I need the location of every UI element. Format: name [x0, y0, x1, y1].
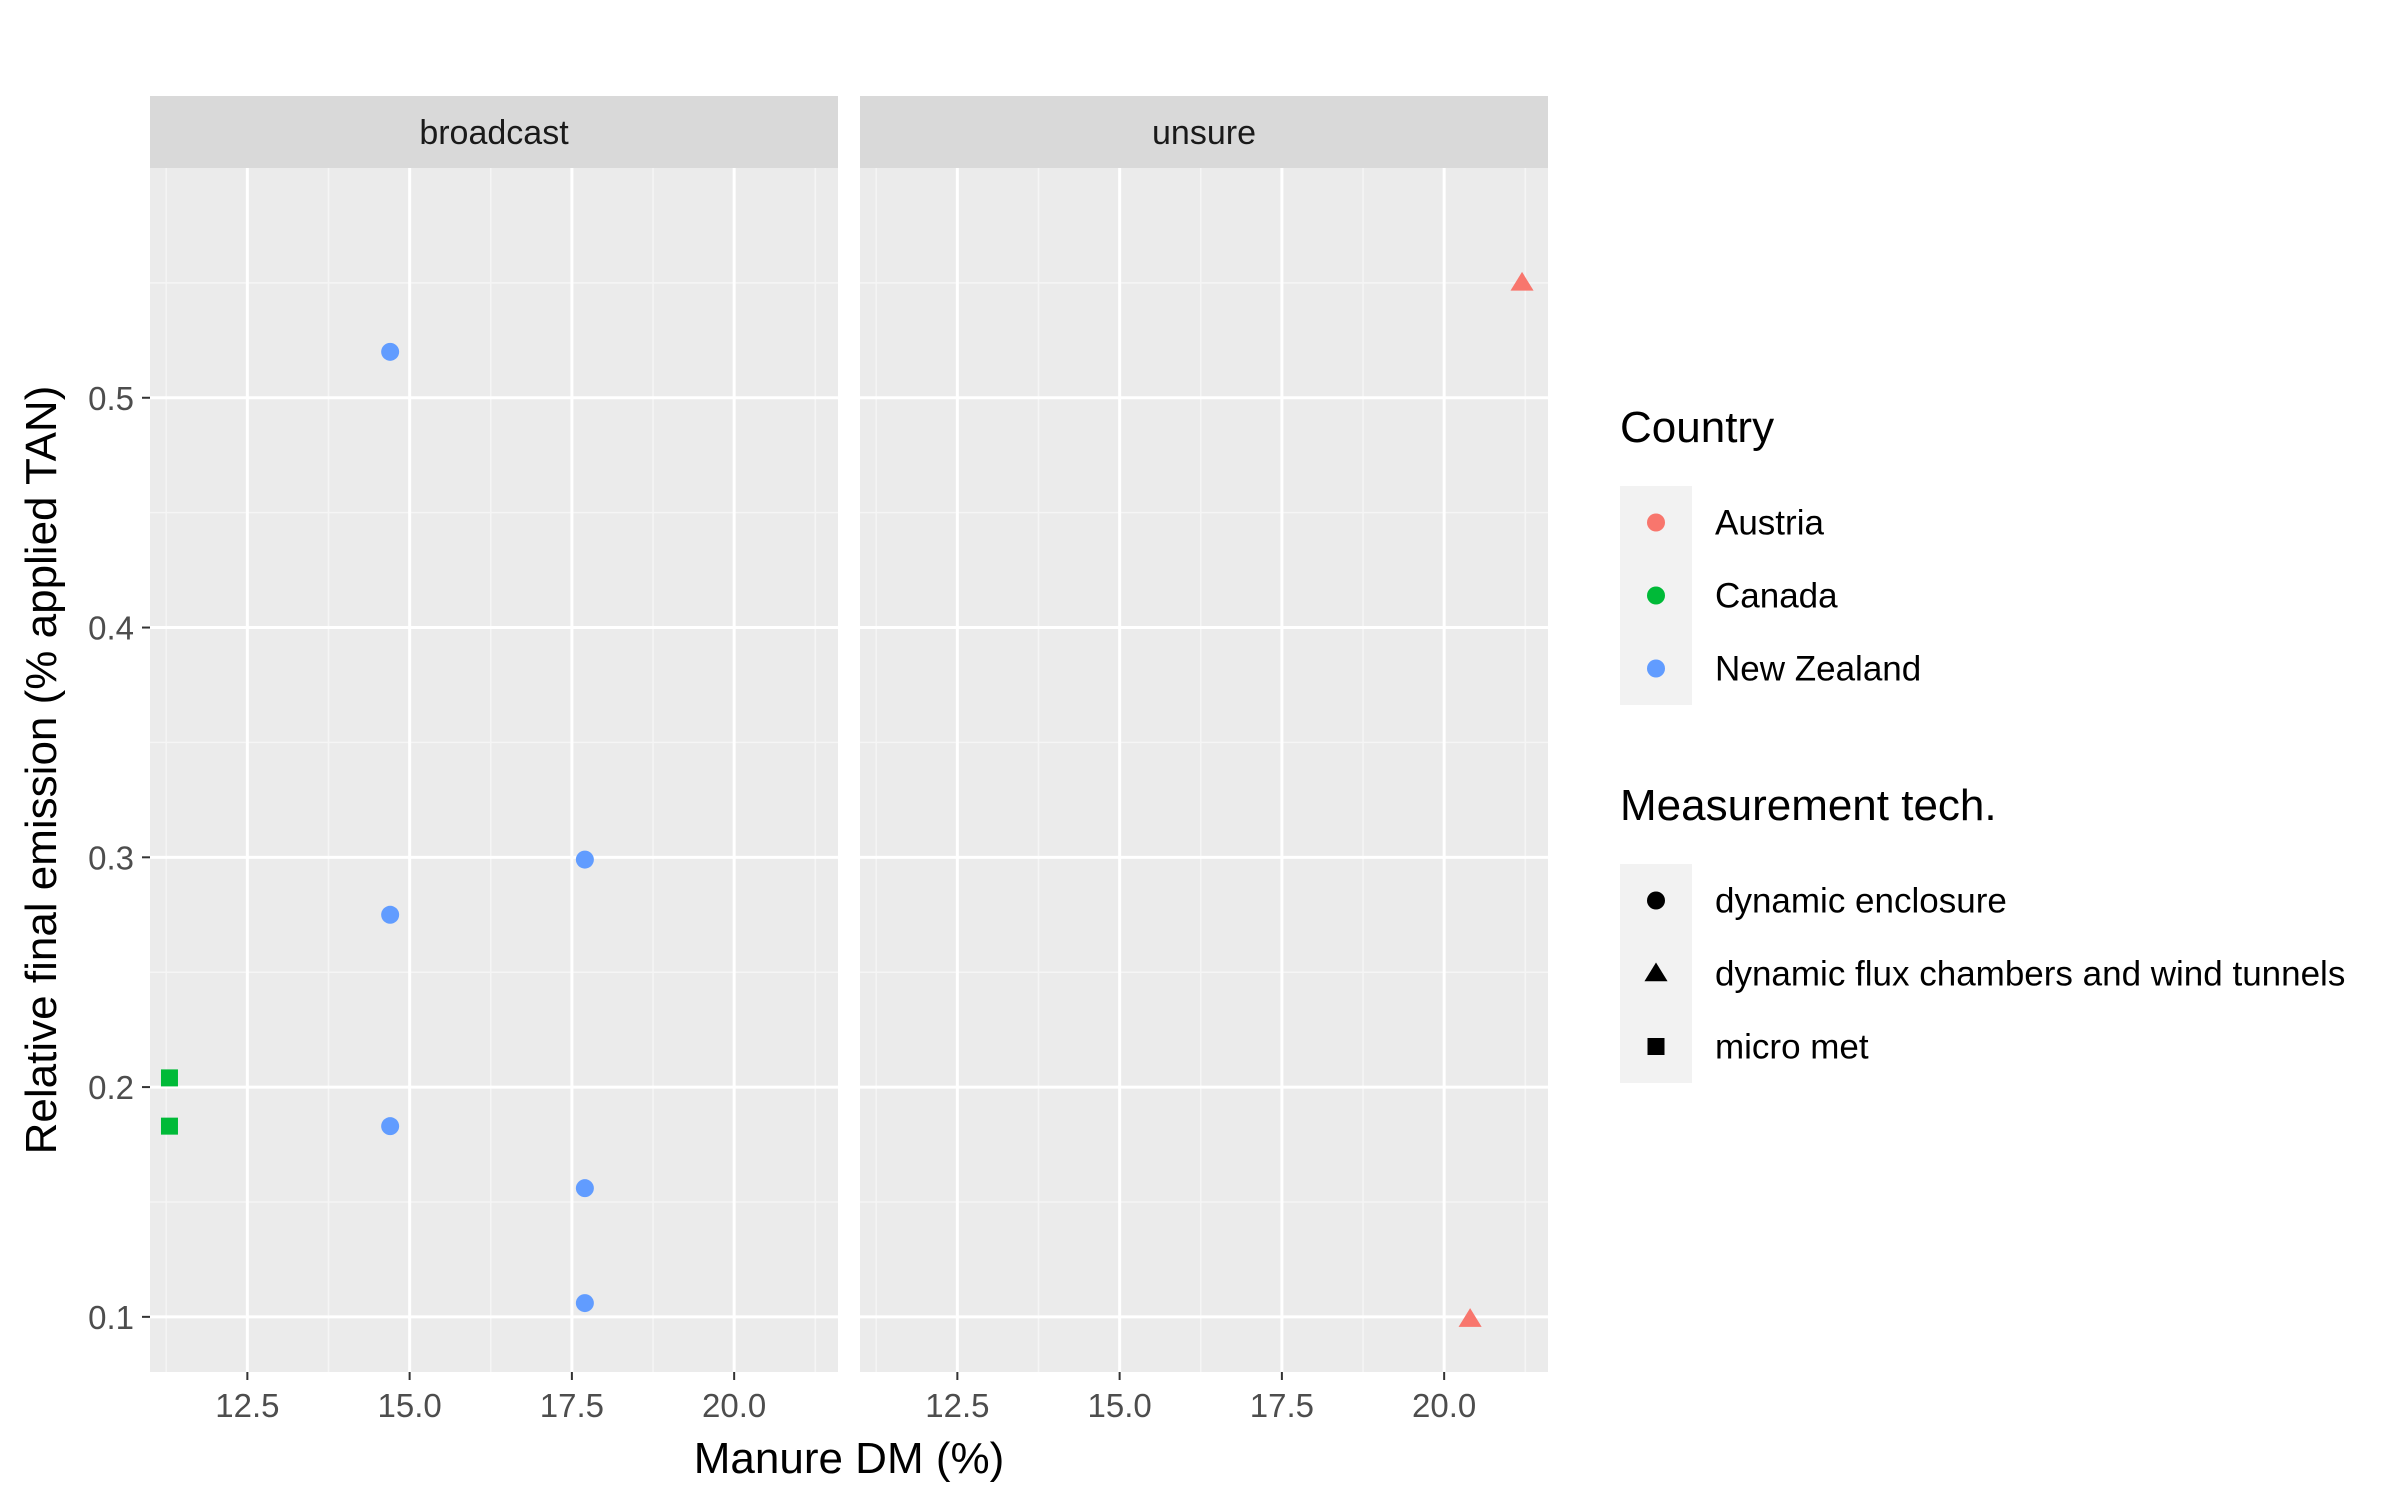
x-tick-label: 20.0	[702, 1387, 766, 1424]
y-tick-label: 0.5	[88, 380, 134, 417]
facet-strip-label: unsure	[1152, 114, 1256, 152]
data-point-new-zealand-0	[381, 342, 400, 361]
legend-key-new-zealand	[1647, 659, 1665, 678]
legend-label: New Zealand	[1715, 650, 1921, 689]
data-point-new-zealand-2	[381, 905, 400, 924]
y-tick-label: 0.1	[88, 1299, 134, 1336]
legend-label: Canada	[1715, 577, 1838, 616]
facet-strip	[150, 96, 838, 168]
facet-strip-label: broadcast	[419, 114, 569, 152]
x-tick-label: 20.0	[1412, 1387, 1476, 1424]
data-point-canada-6	[160, 1069, 178, 1087]
data-point-austria-8	[1510, 271, 1534, 291]
legend-label: micro met	[1715, 1028, 1869, 1067]
legend-key-dynamic-flux-chambers-and-wind-tunnels	[1644, 962, 1668, 982]
facet-panel-broadcast: broadcast	[150, 96, 838, 1372]
legend-measurement-tech: Measurement tech. dynamic enclosure dynami…	[1620, 781, 2345, 1083]
x-tick-label: 12.5	[215, 1387, 279, 1424]
data-point-new-zealand-5	[575, 1294, 594, 1313]
y-tick-label: 0.4	[88, 610, 134, 647]
x-tick-label: 15.0	[1088, 1387, 1152, 1424]
legend-label: Austria	[1715, 504, 1824, 543]
data-point-new-zealand-1	[575, 850, 594, 869]
data-point-austria-9	[1458, 1308, 1482, 1327]
x-tick-label: 15.0	[378, 1387, 442, 1424]
legend-country: Country Austria Canada New Zealand	[1620, 403, 1921, 705]
data-point-new-zealand-3	[381, 1117, 400, 1136]
legend-title: Country	[1620, 403, 1774, 452]
panel-background	[150, 168, 838, 1372]
data-point-new-zealand-4	[575, 1179, 594, 1198]
facet-panel-unsure: unsure	[860, 96, 1548, 1372]
facet-panels: broadcast unsure	[150, 96, 1548, 1372]
legend-key-micro-met	[1647, 1038, 1665, 1055]
x-tick-label: 12.5	[925, 1387, 989, 1424]
y-axis-title: Relative final emission (% applied TAN)	[17, 386, 66, 1155]
legend-label: dynamic flux chambers and wind tunnels	[1715, 955, 2345, 994]
data-point-canada-7	[160, 1117, 178, 1135]
x-tick-label: 17.5	[1250, 1387, 1314, 1424]
legend-label: dynamic enclosure	[1715, 882, 2007, 921]
legend-key-canada	[1647, 586, 1665, 605]
y-tick-label: 0.2	[88, 1069, 134, 1106]
x-tick-label: 17.5	[540, 1387, 604, 1424]
legend-key-dynamic-enclosure	[1647, 891, 1665, 910]
legend-key-austria	[1647, 513, 1665, 532]
x-axes: 12.5 15.0 17.5 20.0 12.5 15.0 17.5 20.0	[215, 1372, 1476, 1424]
panel-background	[860, 168, 1548, 1372]
y-axis: 0.1 0.2 0.3 0.4 0.5	[88, 380, 150, 1336]
x-axis-title: Manure DM (%)	[694, 1434, 1005, 1483]
legend-title: Measurement tech.	[1620, 781, 1997, 830]
facet-strip	[860, 96, 1548, 168]
y-tick-label: 0.3	[88, 839, 134, 876]
